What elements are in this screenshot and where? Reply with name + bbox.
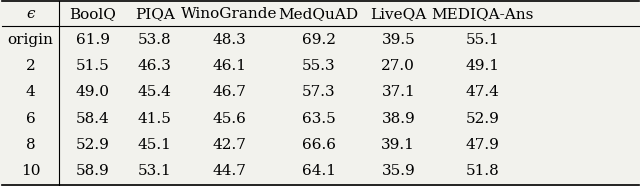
Text: 44.7: 44.7: [212, 164, 246, 178]
Text: 46.3: 46.3: [138, 59, 172, 73]
Text: MEDIQA-Ans: MEDIQA-Ans: [431, 7, 534, 21]
Text: 2: 2: [26, 59, 36, 73]
Text: 69.2: 69.2: [301, 33, 336, 47]
Text: 61.9: 61.9: [76, 33, 109, 47]
Text: 66.6: 66.6: [301, 138, 336, 152]
Text: 6: 6: [26, 112, 36, 126]
Text: 53.8: 53.8: [138, 33, 172, 47]
Text: ϵ: ϵ: [26, 7, 35, 21]
Text: BoolQ: BoolQ: [69, 7, 116, 21]
Text: 45.6: 45.6: [212, 112, 246, 126]
Text: 64.1: 64.1: [301, 164, 336, 178]
Text: 38.9: 38.9: [381, 112, 415, 126]
Text: MedQuAD: MedQuAD: [278, 7, 359, 21]
Text: 57.3: 57.3: [302, 85, 335, 99]
Text: 55.1: 55.1: [466, 33, 499, 47]
Text: 58.4: 58.4: [76, 112, 109, 126]
Text: 35.9: 35.9: [381, 164, 415, 178]
Text: 42.7: 42.7: [212, 138, 246, 152]
Text: 47.9: 47.9: [466, 138, 500, 152]
Text: 45.4: 45.4: [138, 85, 172, 99]
Text: 10: 10: [21, 164, 40, 178]
Text: 58.9: 58.9: [76, 164, 109, 178]
Text: LiveQA: LiveQA: [370, 7, 426, 21]
Text: 37.1: 37.1: [381, 85, 415, 99]
Text: 49.1: 49.1: [466, 59, 500, 73]
Text: 41.5: 41.5: [138, 112, 172, 126]
Text: 51.5: 51.5: [76, 59, 109, 73]
Text: 45.1: 45.1: [138, 138, 172, 152]
Text: 4: 4: [26, 85, 36, 99]
Text: 52.9: 52.9: [76, 138, 109, 152]
Text: 52.9: 52.9: [466, 112, 500, 126]
Text: 27.0: 27.0: [381, 59, 415, 73]
Text: 53.1: 53.1: [138, 164, 172, 178]
Text: 46.7: 46.7: [212, 85, 246, 99]
Text: 8: 8: [26, 138, 35, 152]
Text: 46.1: 46.1: [212, 59, 246, 73]
Text: 39.1: 39.1: [381, 138, 415, 152]
Text: 47.4: 47.4: [466, 85, 500, 99]
Text: PIQA: PIQA: [135, 7, 175, 21]
Text: origin: origin: [8, 33, 54, 47]
Text: 48.3: 48.3: [212, 33, 246, 47]
Text: 51.8: 51.8: [466, 164, 499, 178]
Text: WinoGrande: WinoGrande: [181, 7, 278, 21]
Text: 63.5: 63.5: [302, 112, 335, 126]
Text: 39.5: 39.5: [381, 33, 415, 47]
Text: 49.0: 49.0: [76, 85, 109, 99]
Text: 55.3: 55.3: [302, 59, 335, 73]
